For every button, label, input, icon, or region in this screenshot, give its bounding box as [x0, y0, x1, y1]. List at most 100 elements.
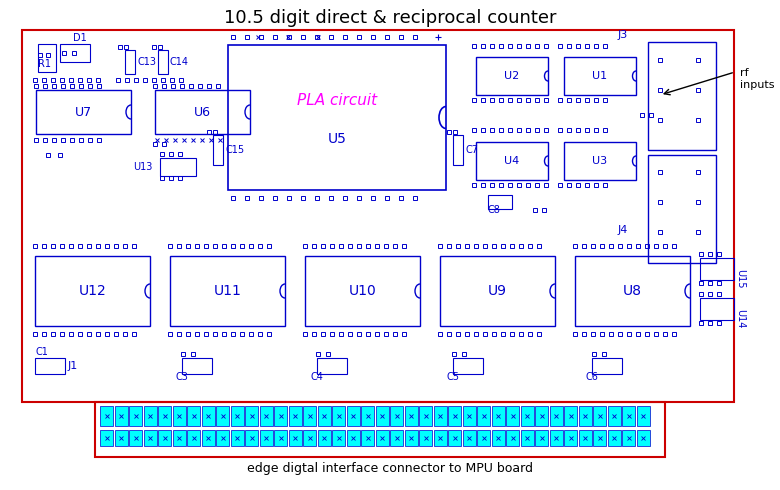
Bar — [115, 430, 127, 446]
Text: 10.5 digit direct & reciprocal counter: 10.5 digit direct & reciprocal counter — [224, 9, 556, 27]
Text: U10: U10 — [349, 284, 377, 298]
Bar — [375, 406, 388, 426]
Text: U11: U11 — [214, 284, 242, 298]
Text: C8: C8 — [488, 205, 501, 215]
Bar — [564, 406, 577, 426]
Bar — [463, 430, 476, 446]
Bar — [213, 135, 223, 165]
Bar — [448, 430, 461, 446]
Bar — [520, 430, 534, 446]
Text: U1: U1 — [593, 71, 608, 81]
Bar — [172, 430, 186, 446]
Text: C5: C5 — [446, 372, 459, 382]
Bar — [477, 430, 490, 446]
Bar — [506, 406, 519, 426]
Bar — [172, 406, 186, 426]
Text: D1: D1 — [73, 33, 87, 43]
Bar — [317, 430, 331, 446]
Text: PLA circuit: PLA circuit — [297, 93, 377, 108]
Bar — [245, 406, 258, 426]
Bar — [700, 258, 734, 280]
Bar — [564, 57, 636, 95]
Text: U3: U3 — [593, 156, 608, 166]
Bar — [201, 406, 215, 426]
Bar — [549, 406, 562, 426]
Bar — [390, 430, 403, 446]
Bar — [170, 256, 285, 326]
Bar — [129, 406, 142, 426]
Bar — [535, 430, 548, 446]
Text: J1: J1 — [68, 361, 78, 371]
Text: C7: C7 — [465, 145, 478, 155]
Bar — [274, 406, 287, 426]
Bar — [434, 430, 446, 446]
Bar — [22, 30, 734, 402]
Bar — [405, 430, 417, 446]
Bar — [440, 256, 555, 326]
Bar — [476, 57, 548, 95]
Bar — [448, 406, 461, 426]
Bar — [622, 430, 635, 446]
Bar — [405, 406, 417, 426]
Bar — [463, 406, 476, 426]
Bar — [260, 430, 272, 446]
Bar — [419, 406, 432, 426]
Text: C4: C4 — [310, 372, 324, 382]
Bar — [95, 402, 665, 457]
Bar — [453, 358, 483, 374]
Bar — [593, 406, 606, 426]
Bar — [216, 430, 229, 446]
Bar — [622, 406, 635, 426]
Bar — [289, 406, 302, 426]
Bar — [535, 406, 548, 426]
Text: U15: U15 — [735, 269, 745, 289]
Text: U12: U12 — [79, 284, 106, 298]
Bar — [361, 406, 374, 426]
Bar — [520, 406, 534, 426]
Bar — [305, 256, 420, 326]
Text: C13: C13 — [137, 57, 156, 67]
Bar — [491, 406, 505, 426]
Text: U5: U5 — [328, 132, 346, 146]
Bar — [129, 430, 142, 446]
Text: R1: R1 — [38, 59, 51, 69]
Text: U4: U4 — [505, 156, 519, 166]
Bar — [245, 430, 258, 446]
Text: U7: U7 — [75, 105, 92, 119]
Bar — [100, 430, 113, 446]
Bar — [575, 256, 690, 326]
Text: U2: U2 — [505, 71, 519, 81]
Bar — [636, 406, 650, 426]
Bar — [453, 135, 463, 165]
Bar — [60, 44, 90, 62]
Bar — [35, 358, 65, 374]
Bar — [303, 406, 316, 426]
Bar — [476, 142, 548, 180]
Bar — [182, 358, 212, 374]
Bar — [274, 430, 287, 446]
Bar — [419, 430, 432, 446]
Bar — [158, 406, 171, 426]
Bar — [317, 358, 347, 374]
Text: U14: U14 — [735, 309, 745, 328]
Text: C1: C1 — [35, 347, 48, 357]
Bar — [648, 155, 716, 263]
Bar — [115, 406, 127, 426]
Bar — [491, 430, 505, 446]
Bar — [317, 406, 331, 426]
Bar — [201, 430, 215, 446]
Bar — [375, 430, 388, 446]
Bar — [593, 430, 606, 446]
Text: rf
inputs: rf inputs — [740, 68, 775, 90]
Bar — [346, 430, 360, 446]
Text: U8: U8 — [623, 284, 642, 298]
Text: C6: C6 — [586, 372, 598, 382]
Bar — [125, 50, 135, 74]
Bar — [579, 430, 591, 446]
Bar — [700, 298, 734, 320]
Text: J3: J3 — [618, 30, 628, 40]
Bar — [579, 406, 591, 426]
Text: U13: U13 — [133, 162, 152, 172]
Text: C15: C15 — [225, 145, 244, 155]
Bar — [477, 406, 490, 426]
